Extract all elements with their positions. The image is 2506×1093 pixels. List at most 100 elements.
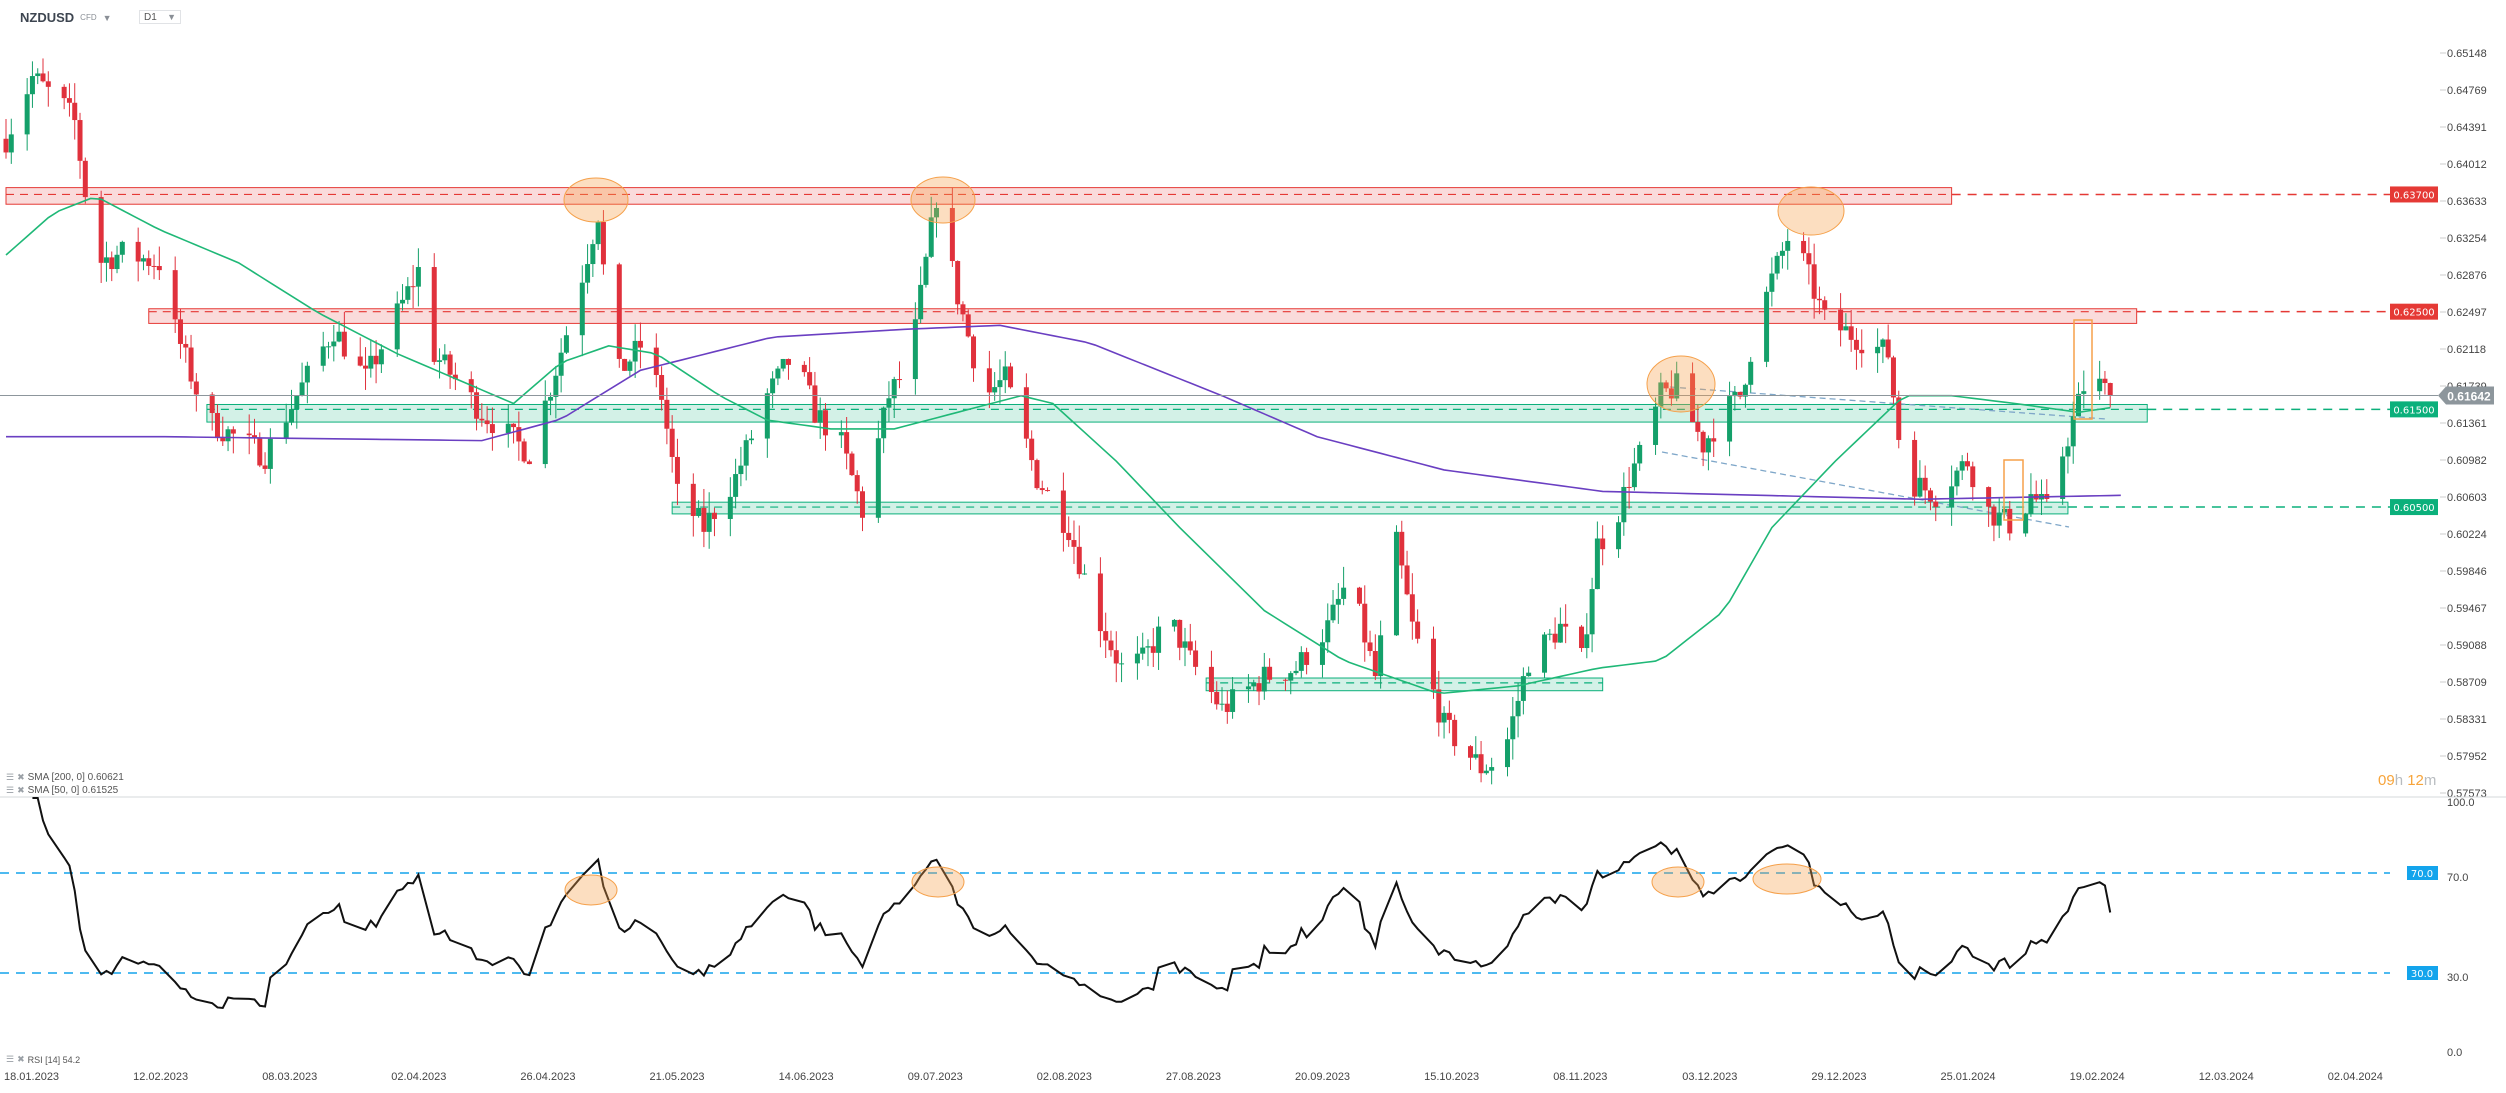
rsi-highlight-ellipse bbox=[1752, 863, 1822, 895]
candle-body bbox=[1996, 512, 2002, 526]
candle-body bbox=[45, 81, 51, 87]
timeframe-select[interactable]: D1 ▼ bbox=[139, 10, 181, 24]
candle-body bbox=[1071, 540, 1077, 547]
candle-body bbox=[1917, 477, 1923, 497]
date-tick-label: 26.04.2023 bbox=[520, 1071, 575, 1083]
highlight-ellipse bbox=[1777, 186, 1845, 236]
price-tick-label: 0.62118 bbox=[2447, 344, 2486, 356]
symbol-selector[interactable]: NZDUSD CFD ▼ bbox=[20, 10, 112, 25]
candle-body bbox=[992, 387, 998, 393]
candle-body bbox=[151, 265, 157, 267]
candle-body bbox=[1658, 382, 1664, 407]
candle-body bbox=[109, 257, 115, 270]
legend-rsi[interactable]: ☰ ✖ RSI [14] 54.2 bbox=[6, 1054, 80, 1065]
candle-body bbox=[1912, 439, 1918, 497]
candle-body bbox=[1409, 594, 1415, 622]
settings-icon[interactable]: ☰ bbox=[6, 785, 15, 795]
close-icon[interactable]: ✖ bbox=[17, 785, 25, 795]
candle-body bbox=[183, 343, 189, 348]
rsi-level-tag bbox=[2407, 866, 2438, 880]
candle-body bbox=[1156, 626, 1162, 653]
close-icon[interactable]: ✖ bbox=[17, 772, 25, 782]
candle-body bbox=[72, 102, 78, 121]
candle-body bbox=[817, 410, 823, 423]
candle-body bbox=[1970, 466, 1976, 488]
candle-body bbox=[854, 475, 860, 492]
legend-sma50[interactable]: ☰ ✖ SMA [50, 0] 0.61525 bbox=[6, 785, 118, 796]
candle-body bbox=[516, 427, 522, 442]
candle-body bbox=[770, 378, 776, 394]
candle-body bbox=[1933, 501, 1939, 507]
candle-body bbox=[1880, 339, 1886, 347]
candle-body bbox=[616, 264, 622, 359]
level-tag-label: 0.61500 bbox=[2393, 405, 2434, 416]
candle-body bbox=[548, 396, 554, 401]
candle-body bbox=[1949, 486, 1955, 507]
candle-body bbox=[632, 340, 638, 362]
candle-body bbox=[405, 286, 411, 300]
candle-body bbox=[1806, 253, 1812, 265]
candle-body bbox=[373, 355, 379, 365]
candle-body bbox=[918, 284, 924, 320]
candle-body bbox=[2097, 378, 2103, 392]
legend-sma200[interactable]: ☰ ✖ SMA [200, 0] 0.60621 bbox=[6, 772, 124, 783]
candle-body bbox=[563, 335, 569, 353]
settings-icon[interactable]: ☰ bbox=[6, 1054, 15, 1064]
candle-body bbox=[1922, 477, 1928, 491]
legend-sma50-label: SMA [50, 0] 0.61525 bbox=[27, 785, 119, 796]
level-tag-label: 0.60500 bbox=[2393, 503, 2434, 514]
candle-body bbox=[410, 286, 416, 288]
level-zone-resistance bbox=[5, 187, 1953, 205]
candle-body bbox=[971, 336, 977, 369]
candle-body bbox=[331, 341, 337, 347]
price-tick-label: 0.64391 bbox=[2447, 122, 2487, 134]
candle-body bbox=[1478, 754, 1484, 774]
close-icon[interactable]: ✖ bbox=[17, 1054, 25, 1064]
candle-body bbox=[1108, 640, 1114, 651]
candle-body bbox=[1034, 460, 1040, 489]
candle-body bbox=[1954, 470, 1960, 487]
candle-body bbox=[1282, 679, 1288, 681]
candle-body bbox=[193, 381, 199, 395]
candle-body bbox=[1785, 240, 1791, 251]
candle-body bbox=[838, 432, 844, 436]
candle-body bbox=[442, 354, 448, 361]
candle-body bbox=[288, 409, 294, 423]
date-tick-label: 02.04.2024 bbox=[2328, 1071, 2383, 1083]
level-tag bbox=[2390, 303, 2438, 320]
level-tag bbox=[2390, 499, 2438, 516]
candle-body bbox=[1002, 366, 1008, 381]
candle-body bbox=[1779, 250, 1785, 256]
candle-body bbox=[822, 410, 828, 436]
candle-body bbox=[1600, 538, 1606, 550]
candle-body bbox=[3, 138, 9, 153]
price-tick-label: 0.59846 bbox=[2447, 566, 2487, 578]
candle-body bbox=[600, 222, 606, 265]
price-tick-label: 0.60603 bbox=[2447, 492, 2487, 504]
candle-body bbox=[886, 398, 892, 408]
candle-body bbox=[1520, 676, 1526, 701]
level-tag bbox=[2390, 186, 2438, 203]
candle-body bbox=[1547, 633, 1553, 635]
rsi-level-tag-label: 70.0 bbox=[2411, 869, 2433, 880]
candle-body bbox=[320, 346, 326, 366]
candle-body bbox=[653, 347, 659, 376]
candle-body bbox=[1182, 641, 1188, 648]
highlight-ellipse bbox=[563, 177, 629, 223]
candle-body bbox=[1060, 490, 1066, 533]
settings-icon[interactable]: ☰ bbox=[6, 772, 15, 782]
candle-body bbox=[764, 393, 770, 439]
candle-body bbox=[1325, 620, 1331, 643]
candle-body bbox=[1039, 488, 1045, 491]
candle-body bbox=[368, 355, 374, 369]
candle-body bbox=[1742, 384, 1748, 397]
candle-body bbox=[114, 254, 120, 270]
candle-body bbox=[1700, 431, 1706, 453]
candle-body bbox=[489, 424, 495, 434]
candle-body bbox=[738, 465, 744, 475]
candle-body bbox=[225, 429, 231, 442]
candle-body bbox=[1404, 565, 1410, 595]
price-tick-label: 0.59088 bbox=[2447, 640, 2487, 652]
candle-body bbox=[637, 340, 643, 348]
